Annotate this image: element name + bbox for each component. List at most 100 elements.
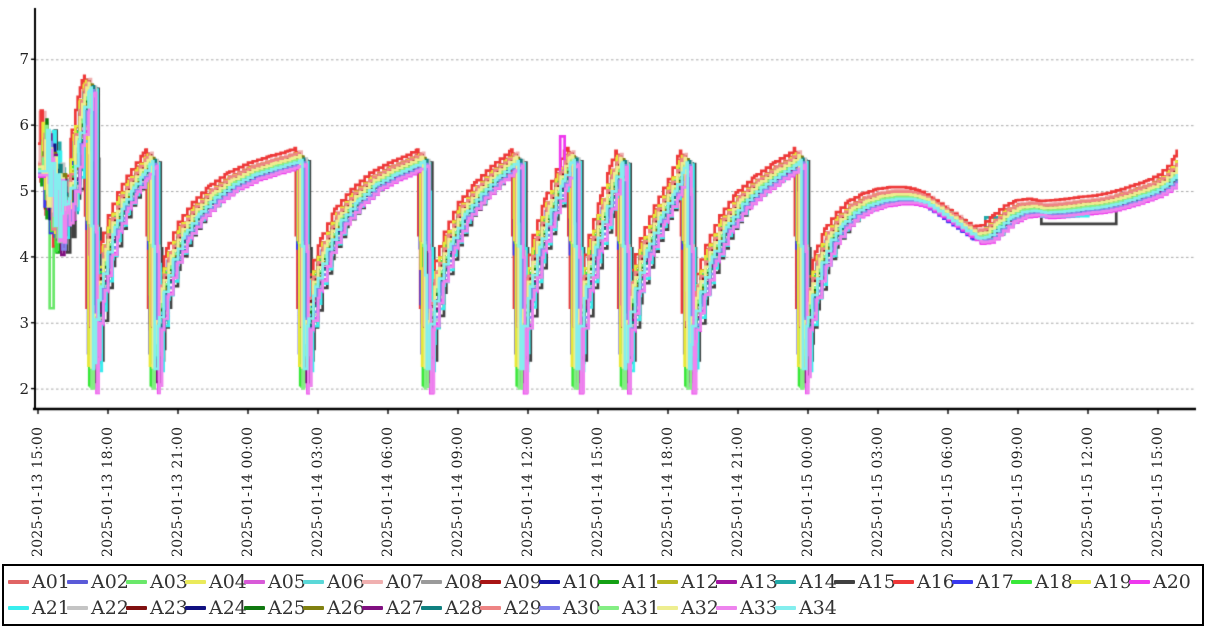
legend-swatch <box>1129 579 1150 584</box>
legend-label: A14 <box>799 570 837 593</box>
line-chart-canvas <box>0 0 1207 420</box>
legend-item-a16: A16 <box>893 570 955 594</box>
legend-swatch <box>185 579 206 584</box>
legend-label: A19 <box>1094 570 1132 593</box>
legend-label: A28 <box>445 597 483 620</box>
legend-label: A32 <box>681 597 719 620</box>
y-tick-label: 2 <box>19 379 29 398</box>
y-tick-label: 3 <box>19 313 29 332</box>
legend-label: A26 <box>327 597 365 620</box>
x-tick-label: 2025-01-14 18:00 <box>660 426 676 557</box>
legend-label: A34 <box>799 597 837 620</box>
legend-label: A18 <box>1035 570 1073 593</box>
legend-swatch <box>126 579 147 584</box>
legend-item-a21: A21 <box>8 596 70 620</box>
legend-swatch <box>421 606 442 611</box>
legend-label: A13 <box>740 570 778 593</box>
legend-swatch <box>1011 579 1032 584</box>
legend-label: A15 <box>858 570 896 593</box>
legend-swatch <box>598 606 619 611</box>
legend-item-a12: A12 <box>657 570 719 594</box>
x-tick-label: 2025-01-15 03:00 <box>870 426 886 557</box>
legend-item-a25: A25 <box>244 596 306 620</box>
legend-label: A16 <box>917 570 955 593</box>
legend-item-a04: A04 <box>185 570 247 594</box>
legend-label: A04 <box>209 570 247 593</box>
legend-swatch <box>480 579 501 584</box>
x-tick-label: 2025-01-14 03:00 <box>310 426 326 557</box>
x-tick-label: 2025-01-15 15:00 <box>1150 426 1166 557</box>
legend-item-a22: A22 <box>67 596 129 620</box>
legend-row: A01 A02 A03 A04 A05 A06 A07 A08 A09 A10 A11 A12 A13 A… <box>8 570 1198 594</box>
legend-swatch <box>952 579 973 584</box>
y-tick-label: 7 <box>19 50 29 69</box>
legend-item-a32: A32 <box>657 596 719 620</box>
x-tick-label: 2025-01-15 09:00 <box>1010 426 1026 557</box>
legend-label: A23 <box>150 597 188 620</box>
legend-swatch <box>362 606 383 611</box>
legend-swatch <box>716 606 737 611</box>
legend-swatch <box>598 579 619 584</box>
legend-swatch <box>126 606 147 611</box>
legend-swatch <box>8 579 29 584</box>
legend-swatch <box>303 579 324 584</box>
legend-label: A24 <box>209 597 247 620</box>
legend-item-a07: A07 <box>362 570 424 594</box>
legend-swatch <box>893 579 914 584</box>
legend-row: A21 A22 A23 A24 A25 A26 A27 A28 A29 A30 A31 A32 A33 A… <box>8 596 1198 620</box>
legend-label: A01 <box>32 570 70 593</box>
x-tick-label: 2025-01-14 21:00 <box>730 426 746 557</box>
x-tick-label: 2025-01-15 00:00 <box>800 426 816 557</box>
legend-swatch <box>539 606 560 611</box>
legend: A01 A02 A03 A04 A05 A06 A07 A08 A09 A10 A11 A12 A13 A… <box>2 564 1204 626</box>
legend-swatch <box>775 579 796 584</box>
legend-item-a23: A23 <box>126 596 188 620</box>
legend-label: A12 <box>681 570 719 593</box>
legend-label: A06 <box>327 570 365 593</box>
legend-item-a17: A17 <box>952 570 1014 594</box>
x-tick-label: 2025-01-15 12:00 <box>1080 426 1096 557</box>
legend-swatch <box>8 606 29 611</box>
legend-swatch <box>657 606 678 611</box>
legend-swatch <box>834 579 855 584</box>
legend-item-a24: A24 <box>185 596 247 620</box>
x-tick-label: 2025-01-15 06:00 <box>940 426 956 557</box>
legend-item-a02: A02 <box>67 570 129 594</box>
legend-swatch <box>362 579 383 584</box>
legend-item-a33: A33 <box>716 596 778 620</box>
legend-item-a34: A34 <box>775 596 837 620</box>
legend-item-a05: A05 <box>244 570 306 594</box>
legend-label: A29 <box>504 597 542 620</box>
x-tick-label: 2025-01-14 09:00 <box>450 426 466 557</box>
legend-label: A20 <box>1153 570 1191 593</box>
legend-swatch <box>716 579 737 584</box>
legend-swatch <box>421 579 442 584</box>
legend-item-a31: A31 <box>598 596 660 620</box>
legend-item-a10: A10 <box>539 570 601 594</box>
legend-item-a18: A18 <box>1011 570 1073 594</box>
legend-item-a06: A06 <box>303 570 365 594</box>
legend-item-a14: A14 <box>775 570 837 594</box>
legend-item-a15: A15 <box>834 570 896 594</box>
legend-label: A05 <box>268 570 306 593</box>
legend-label: A07 <box>386 570 424 593</box>
y-tick-label: 6 <box>19 116 29 135</box>
legend-label: A33 <box>740 597 778 620</box>
x-tick-label: 2025-01-14 06:00 <box>380 426 396 557</box>
legend-label: A25 <box>268 597 306 620</box>
legend-item-a28: A28 <box>421 596 483 620</box>
y-tick-label: 5 <box>19 182 29 201</box>
legend-label: A02 <box>91 570 129 593</box>
x-tick-label: 2025-01-13 18:00 <box>100 426 116 557</box>
legend-label: A31 <box>622 597 660 620</box>
legend-item-a03: A03 <box>126 570 188 594</box>
legend-swatch <box>185 606 206 611</box>
legend-item-a08: A08 <box>421 570 483 594</box>
legend-swatch <box>303 606 324 611</box>
legend-item-a13: A13 <box>716 570 778 594</box>
legend-swatch <box>775 606 796 611</box>
y-tick-label: 4 <box>19 247 29 266</box>
legend-swatch <box>67 606 88 611</box>
legend-label: A03 <box>150 570 188 593</box>
legend-item-a30: A30 <box>539 596 601 620</box>
